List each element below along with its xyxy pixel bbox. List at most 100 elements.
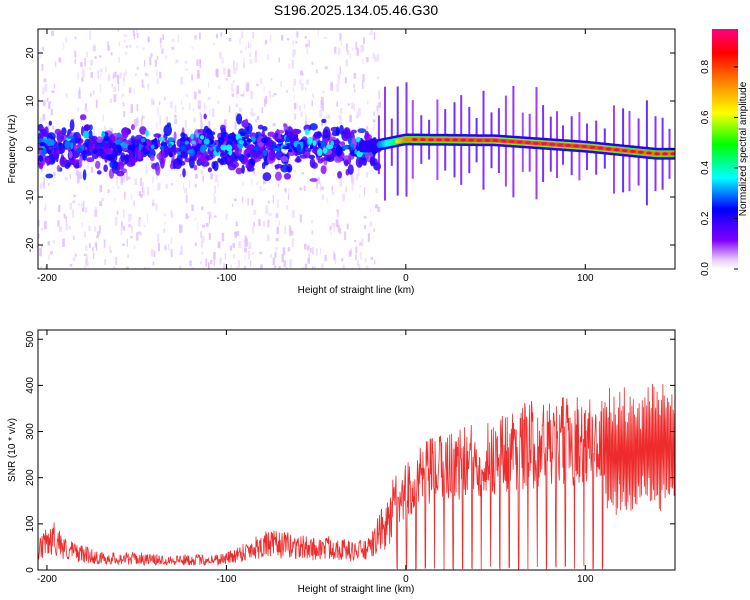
heatmap-noise-cell — [75, 170, 79, 176]
heatmap-cell — [262, 150, 268, 157]
heatmap-noise-cell — [213, 258, 215, 266]
heatmap-noise-cell — [337, 77, 340, 84]
heatmap-noise-cell — [378, 90, 380, 99]
heatmap-cell — [167, 137, 175, 142]
heatmap-cell — [273, 147, 280, 152]
heatmap-noise-cell — [45, 265, 48, 269]
heatmap-noise-cell — [142, 115, 145, 120]
colorbar-tick-label: 0.8 — [700, 60, 711, 74]
heatmap-noise-cell — [346, 50, 350, 56]
colorbar-tick-label: 0.2 — [700, 211, 711, 225]
heatmap-noise-cell — [93, 90, 95, 95]
heatmap-noise-cell — [88, 225, 91, 232]
heatmap-cell — [182, 168, 186, 178]
heatmap-noise-cell — [122, 102, 125, 107]
heatmap-noise-cell — [239, 50, 243, 54]
heatmap-noise-cell — [170, 237, 173, 245]
heatmap-cell — [55, 144, 59, 149]
heatmap-cell — [68, 151, 73, 159]
heatmap-noise-cell — [141, 185, 144, 193]
heatmap-noise-cell — [69, 174, 72, 179]
heatmap-cell — [261, 137, 268, 144]
heatmap-noise-cell — [121, 95, 123, 99]
heatmap-noise-cell — [248, 242, 252, 249]
heatmap-noise-cell — [72, 256, 76, 262]
heatmap-noise-cell — [73, 194, 76, 198]
snr-x-ticks: -200 -100 0 100 — [37, 330, 594, 585]
heatmap-noise-cell — [313, 265, 316, 269]
x-tick-label: -100 — [216, 273, 236, 284]
heatmap-cell — [88, 130, 93, 138]
heatmap-cell — [350, 143, 355, 148]
heatmap-noise-cell — [234, 198, 237, 202]
heatmap-cell — [205, 154, 214, 161]
heatmap-peak-cell — [484, 138, 491, 142]
heatmap-noise-cell — [360, 252, 362, 260]
heatmap-noise-cell — [136, 29, 138, 35]
heatmap-noise-cell — [269, 94, 271, 98]
heatmap-noise-cell — [236, 103, 238, 107]
heatmap-cell — [160, 157, 165, 169]
heatmap-noise-cell — [111, 84, 113, 87]
heatmap-cell — [173, 131, 177, 141]
heatmap-noise-cell — [268, 213, 272, 217]
heatmap-noise-cell — [373, 124, 375, 131]
heatmap-noise-cell — [194, 91, 197, 100]
heatmap-noise-cell — [164, 222, 166, 225]
heatmap-noise-cell — [213, 127, 216, 135]
snr-y-ticks: 0 100 200 300 400 500 — [25, 330, 675, 573]
heatmap-cell — [67, 135, 74, 139]
heatmap-noise-cell — [304, 263, 308, 269]
heatmap-noise-cell — [286, 90, 288, 93]
heatmap-noise-cell — [95, 206, 97, 215]
heatmap-noise-cell — [324, 254, 327, 262]
heatmap-noise-cell — [296, 31, 299, 38]
heatmap-noise-cell — [259, 186, 262, 191]
heatmap-noise-cell — [84, 231, 86, 238]
heatmap-cell — [217, 157, 221, 163]
heatmap-noise-cell — [96, 235, 99, 239]
heatmap-noise-cell — [350, 102, 354, 109]
heatmap-noise-cell — [159, 43, 162, 49]
heatmap-noise-cell — [201, 251, 204, 255]
heatmap-cell — [364, 130, 370, 140]
heatmap-noise-cell — [364, 187, 366, 195]
heatmap-noise-cell — [303, 103, 306, 109]
heatmap-noise-cell — [339, 179, 342, 187]
heatmap-cell — [275, 171, 282, 181]
heatmap-noise-cell — [336, 83, 339, 92]
heatmap-noise-cell — [150, 249, 154, 257]
heatmap-cell — [241, 136, 246, 140]
heatmap-noise-cell — [249, 52, 251, 58]
heatmap-noise-cell — [342, 193, 345, 202]
heatmap-noise-cell — [311, 230, 314, 235]
heatmap-noise-cell — [164, 245, 167, 251]
heatmap-noise-cell — [293, 170, 296, 173]
heatmap-noise-cell — [238, 260, 240, 268]
heatmap-noise-cell — [174, 104, 177, 113]
heatmap-noise-cell — [249, 43, 252, 49]
heatmap-noise-cell — [228, 37, 232, 42]
y-tick-label: 300 — [25, 423, 36, 440]
heatmap-noise-cell — [335, 209, 339, 212]
heatmap-noise-cell — [180, 76, 184, 85]
heatmap-noise-cell — [122, 174, 126, 183]
heatmap-cell — [150, 144, 155, 150]
heatmap-noise-cell — [219, 258, 222, 265]
heatmap-noise-cell — [155, 203, 158, 211]
heatmap-noise-cell — [224, 253, 226, 260]
heatmap-noise-cell — [185, 194, 188, 203]
heatmap-cell — [54, 128, 62, 135]
heatmap-noise-cell — [107, 74, 111, 81]
y-tick-label: 200 — [25, 469, 36, 486]
y-tick-label: 100 — [25, 515, 36, 532]
heatmap-noise-cell — [213, 196, 217, 204]
heatmap-noise-cell — [366, 125, 369, 131]
heatmap-cell — [76, 147, 83, 153]
heatmap-noise-cell — [46, 97, 49, 102]
heatmap-noise-cell — [214, 185, 216, 194]
heatmap-noise-cell — [136, 67, 139, 70]
heatmap-noise-cell — [219, 51, 222, 60]
heatmap-cell — [207, 167, 212, 173]
heatmap-noise-cell — [214, 215, 217, 218]
